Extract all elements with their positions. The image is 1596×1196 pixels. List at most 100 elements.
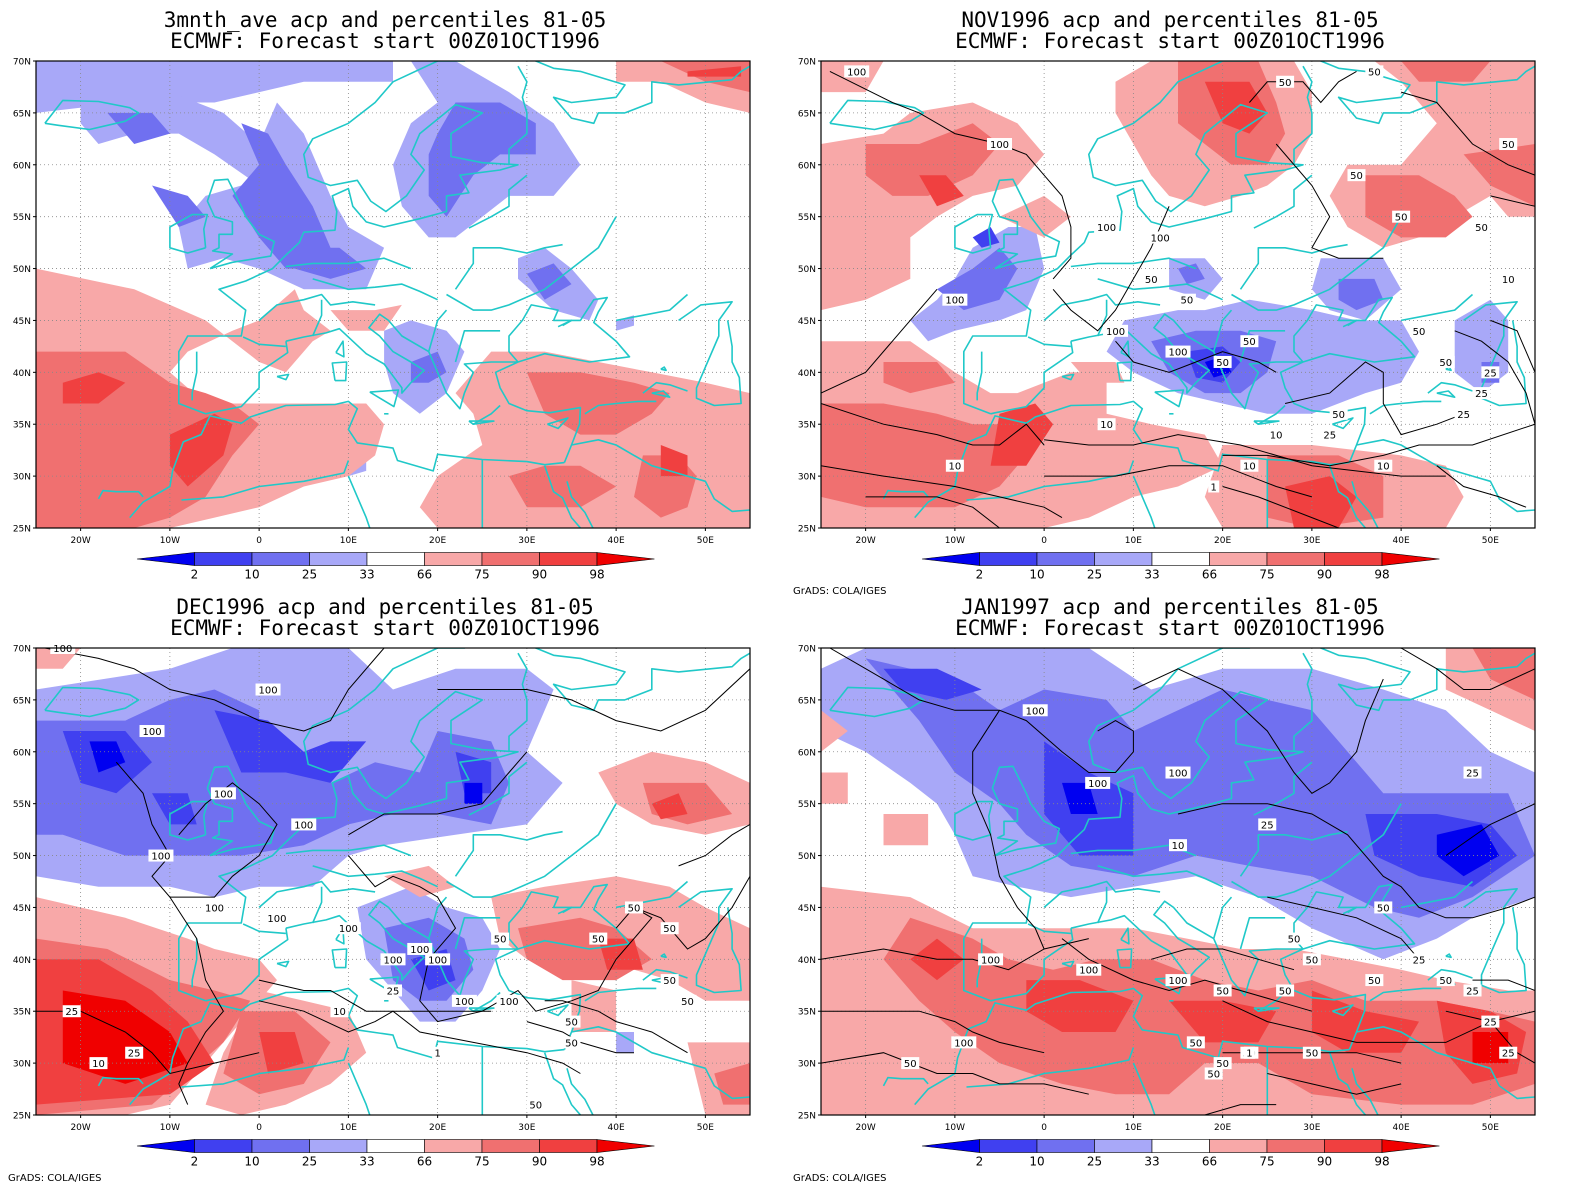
coastline — [1222, 61, 1321, 62]
coastlines — [829, 648, 1535, 1115]
contour-label-bg — [978, 953, 1004, 966]
lon-tick-label: 20E — [1214, 1123, 1231, 1133]
coastline — [468, 420, 495, 425]
coastline — [535, 61, 626, 125]
lon-tick-label: 20E — [429, 1123, 446, 1133]
shaded-region — [821, 772, 848, 804]
coastline — [651, 390, 671, 398]
contour-label-bg — [562, 1036, 581, 1049]
shaded-region — [687, 66, 742, 77]
contour-label: 50 — [1288, 935, 1301, 946]
contour-line — [348, 855, 653, 1023]
contour-label-bg — [62, 1005, 81, 1018]
coastline — [1120, 927, 1130, 945]
contour-label-bg — [1177, 293, 1196, 306]
colorbar-label: 90 — [1317, 568, 1332, 582]
coastline — [347, 475, 371, 528]
lat-tick-label: 45N — [798, 317, 816, 327]
colorbar-swatch — [1266, 552, 1325, 566]
coastline — [468, 174, 528, 229]
coastline — [97, 1076, 144, 1087]
coastline — [454, 830, 563, 877]
shaded-region — [714, 1063, 750, 1105]
coastline — [97, 489, 144, 500]
contour-label: 50 — [1350, 171, 1363, 182]
coastline — [285, 883, 631, 1050]
contour-line — [1490, 319, 1535, 373]
colorbar-label: 25 — [1087, 1155, 1102, 1169]
coastline — [954, 213, 994, 254]
coastline — [1132, 475, 1156, 528]
lat-tick-label: 55N — [798, 800, 816, 810]
grads-credit: GrADS: COLA/IGES — [793, 1173, 887, 1184]
contour-line — [972, 710, 1045, 950]
contour-label-bg — [987, 138, 1012, 151]
contour-line — [44, 648, 385, 732]
contour-label: 25 — [128, 1049, 141, 1060]
map-panel-1: 3mnth_ave acp and percentiles 81-05 ECMW… — [0, 0, 798, 598]
contour-label: 50 — [1279, 78, 1292, 89]
contour-line — [115, 761, 278, 898]
contour-label: 10 — [1100, 420, 1113, 431]
coastline — [990, 928, 1074, 1002]
contour-label: 25 — [1484, 1018, 1497, 1029]
contour-label: 100 — [981, 955, 1000, 966]
coastline — [1239, 830, 1348, 877]
contour-line — [1133, 668, 1384, 794]
coastline — [206, 178, 276, 270]
coastline — [169, 213, 209, 254]
contour-label: 50 — [1207, 1069, 1220, 1080]
contour-label: 10 — [92, 1059, 105, 1070]
shaded-region — [972, 227, 1000, 248]
coastline — [660, 953, 667, 959]
contour-label-bg — [678, 994, 697, 1007]
coastline — [1253, 761, 1313, 816]
contour-label: 25 — [1484, 368, 1497, 379]
contour-label-bg — [1169, 839, 1187, 852]
contour-label: 50 — [1279, 986, 1292, 997]
shaded-region — [214, 710, 367, 783]
lat-tick-label: 50N — [798, 852, 816, 862]
contour-label-bg — [407, 942, 433, 955]
contour-line — [1445, 803, 1535, 857]
colorbar-label: 33 — [359, 1155, 374, 1169]
coastline — [1257, 404, 1286, 425]
contour-label: 50 — [663, 924, 676, 935]
contour-line — [544, 1000, 688, 1054]
coastline — [1070, 296, 1416, 463]
coastline — [1070, 883, 1416, 1050]
contour-label-bg — [1365, 974, 1384, 987]
contour-lines — [36, 648, 750, 1105]
coastline — [1253, 1007, 1280, 1012]
contour-label-bg — [1240, 335, 1259, 348]
coastline — [1096, 886, 1108, 924]
contour-label-bg — [1365, 65, 1384, 78]
lon-tick-label: 30E — [518, 536, 535, 546]
contour-label-bg — [1186, 1036, 1205, 1049]
coastline — [1472, 1062, 1535, 1100]
coastline — [660, 366, 667, 372]
contour-line — [1400, 91, 1535, 176]
coastline — [1436, 390, 1456, 398]
coastlines — [44, 61, 750, 528]
coastline — [1027, 336, 1071, 348]
colorbar-label: 90 — [532, 568, 547, 582]
contour-line — [865, 496, 1000, 528]
coastline — [1445, 366, 1452, 372]
colorbar-swatch — [1266, 1139, 1325, 1153]
contour-label-bg — [1076, 963, 1102, 976]
map-frame — [35, 647, 751, 1116]
contour-label: 1 — [1246, 1049, 1252, 1060]
colorbar-label: 25 — [1087, 568, 1102, 582]
coastline — [1472, 475, 1535, 513]
contour-label-bg — [1204, 1067, 1223, 1080]
contour-label-bg — [624, 901, 643, 914]
colorbar-swatch — [424, 552, 483, 566]
contour-label-bg — [1213, 984, 1232, 997]
lat-tick-label: 65N — [798, 109, 816, 119]
colorbar-arrow-right — [1381, 552, 1440, 566]
graticule — [36, 61, 750, 528]
colorbar-swatch — [309, 1139, 368, 1153]
coastline — [1400, 880, 1474, 909]
contour-label-bg — [1481, 366, 1500, 379]
